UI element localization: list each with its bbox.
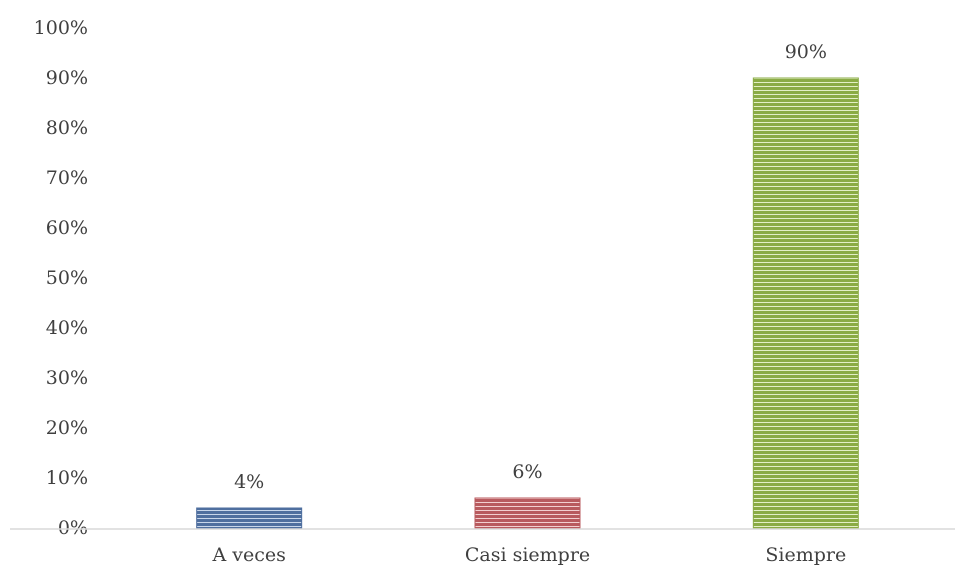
- y-tick-label: 10%: [46, 467, 88, 489]
- data-label: 6%: [512, 461, 542, 483]
- y-axis: 0% 10% 20% 30% 40% 50% 60% 70% 80% 90% 100%: [34, 17, 88, 539]
- y-tick-label: 100%: [34, 17, 88, 39]
- y-tick-label: 40%: [46, 317, 88, 339]
- y-tick-label: 50%: [46, 267, 88, 289]
- x-axis: A veces Casi siempre Siempre: [211, 544, 846, 566]
- y-tick-label: 60%: [46, 217, 88, 239]
- y-tick-label: 80%: [46, 117, 88, 139]
- y-tick-label: 30%: [46, 367, 88, 389]
- data-label: 90%: [785, 41, 827, 63]
- x-tick-label: Siempre: [765, 544, 846, 566]
- y-tick-label: 0%: [58, 517, 88, 539]
- bars-group: 4% 6% 90%: [196, 41, 859, 529]
- x-tick-label: Casi siempre: [465, 544, 590, 566]
- bar: [752, 77, 859, 529]
- y-tick-label: 90%: [46, 67, 88, 89]
- y-tick-label: 70%: [46, 167, 88, 189]
- y-tick-label: 20%: [46, 417, 88, 439]
- bar: [474, 497, 581, 529]
- x-tick-label: A veces: [211, 544, 285, 566]
- bar: [196, 507, 303, 529]
- data-label: 4%: [234, 471, 264, 493]
